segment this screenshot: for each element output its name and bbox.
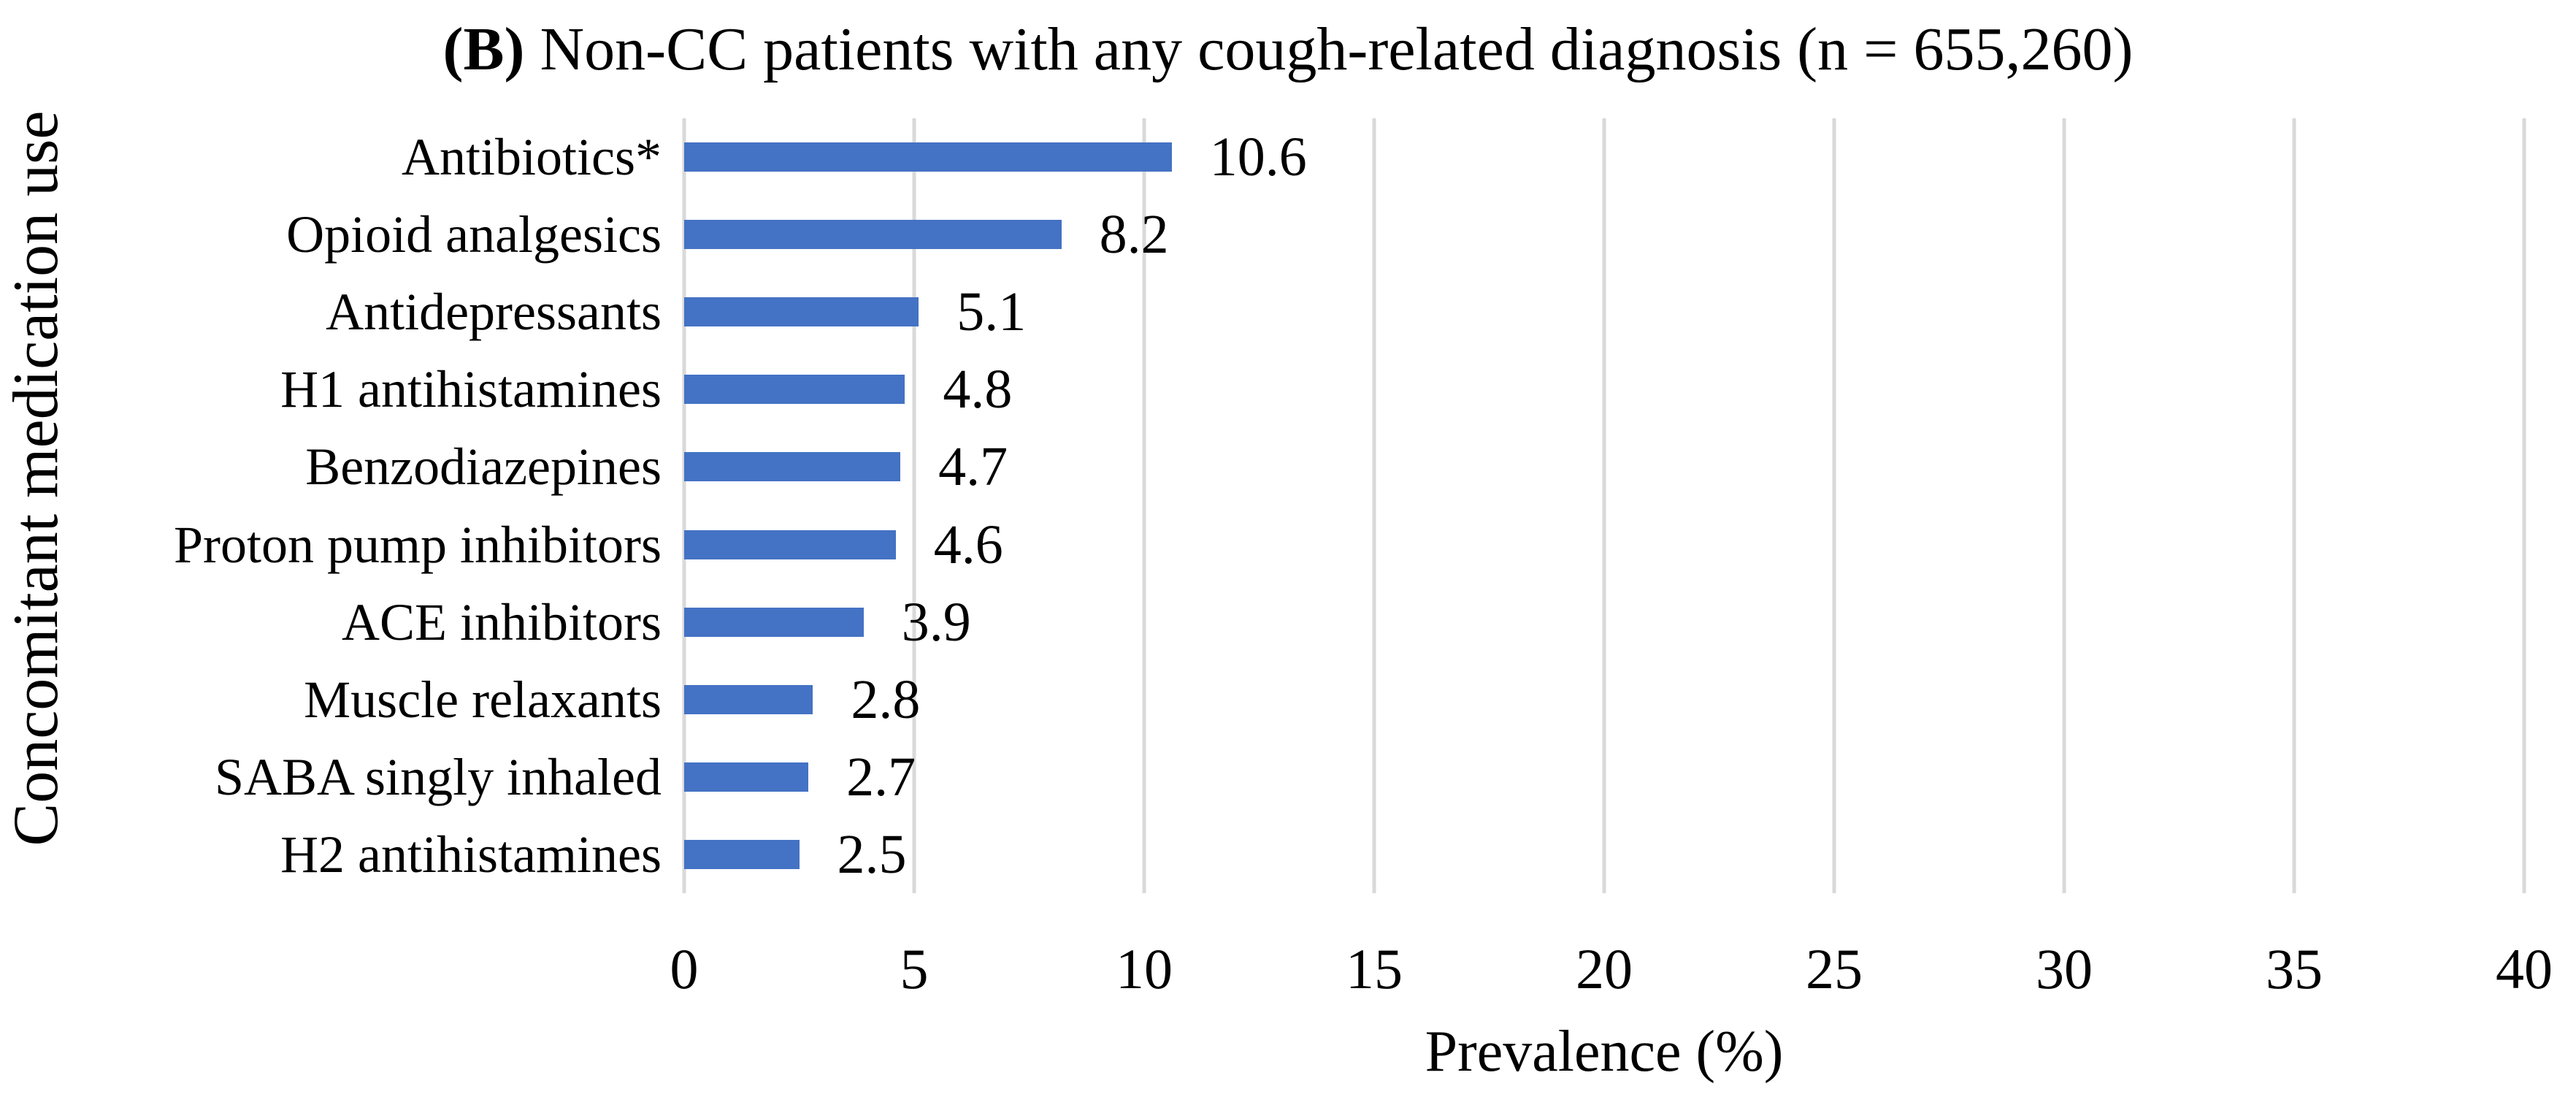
category-label: H1 antihistamines — [280, 360, 662, 419]
bar-row: 2.7 — [684, 738, 2524, 816]
x-tick-label-35: 35 — [2266, 937, 2323, 1001]
gridline-25 — [1832, 118, 1836, 893]
value-label: 3.9 — [901, 591, 971, 653]
bar — [684, 684, 813, 714]
x-tick-label-15: 15 — [1346, 937, 1403, 1001]
bar-row: 2.8 — [684, 661, 2524, 738]
x-tick-label-25: 25 — [1806, 937, 1863, 1001]
bar-series: 10.6 8.2 5.1 4.8 4.7 4.6 3.9 2.8 2.7 2.5 — [684, 118, 2524, 893]
gridline-10 — [1142, 118, 1146, 893]
bar-row: 5.1 — [684, 273, 2524, 351]
gridline-30 — [2062, 118, 2066, 893]
value-label: 2.7 — [846, 746, 916, 808]
bar — [684, 607, 864, 637]
bar — [684, 220, 1062, 250]
x-tick-label-40: 40 — [2496, 937, 2553, 1001]
bar — [684, 452, 901, 482]
category-label: Opioid analgesics — [286, 205, 662, 264]
bar-row: 4.7 — [684, 428, 2524, 505]
bar — [684, 762, 809, 792]
x-axis-tick-labels: 0 5 10 15 20 25 30 35 40 — [670, 937, 2553, 1003]
gridline-0 — [682, 118, 686, 893]
gridlines — [682, 118, 2526, 893]
category-label: Benzodiazepines — [305, 437, 662, 497]
gridline-5 — [912, 118, 916, 893]
bar — [684, 375, 905, 405]
plot-area: 10.6 8.2 5.1 4.8 4.7 4.6 3.9 2.8 2.7 2.5 — [682, 118, 2526, 893]
value-label: 4.6 — [933, 513, 1003, 576]
bar — [684, 142, 1172, 172]
bar-row: 4.6 — [684, 505, 2524, 583]
x-tick-label-30: 30 — [2036, 937, 2093, 1001]
bar — [684, 839, 800, 869]
category-label: Proton pump inhibitors — [173, 515, 662, 574]
value-label: 2.8 — [851, 668, 921, 730]
value-label: 2.5 — [837, 823, 907, 885]
x-tick-label-20: 20 — [1576, 937, 1633, 1001]
value-label: 10.6 — [1209, 126, 1307, 188]
bar-row: 2.5 — [684, 816, 2524, 893]
bar-row: 8.2 — [684, 196, 2524, 273]
x-tick-label-0: 0 — [670, 937, 699, 1001]
bar-row: 4.8 — [684, 351, 2524, 428]
bar — [684, 529, 896, 559]
value-label: 4.7 — [938, 436, 1008, 498]
value-label: 4.8 — [943, 359, 1013, 421]
category-label: Muscle relaxants — [304, 670, 662, 729]
bar-row: 10.6 — [684, 118, 2524, 196]
gridline-20 — [1602, 118, 1606, 893]
bar — [684, 297, 919, 327]
chart-title: (B) Non-CC patients with any cough-relat… — [0, 19, 2576, 80]
category-label: Antibiotics* — [402, 128, 662, 187]
x-axis-title: Prevalence (%) — [1425, 1020, 1784, 1084]
value-label: 8.2 — [1099, 204, 1169, 266]
category-label: Antidepressants — [326, 283, 662, 342]
x-tick-label-10: 10 — [1116, 937, 1173, 1001]
gridline-35 — [2292, 118, 2296, 893]
category-label: SABA singly inhaled — [214, 747, 662, 806]
bar-row: 3.9 — [684, 584, 2524, 661]
category-label: ACE inhibitors — [341, 592, 662, 651]
chart-title-text: Non-CC patients with any cough-related d… — [524, 15, 2134, 83]
gridline-15 — [1372, 118, 1376, 893]
category-label: H2 antihistamines — [280, 825, 662, 884]
x-tick-label-5: 5 — [900, 937, 929, 1001]
chart-title-panel-letter: (B) — [442, 15, 525, 83]
gridline-40 — [2522, 118, 2526, 893]
category-axis-labels: Antibiotics* Opioid analgesics Antidepress… — [0, 118, 662, 893]
value-label: 5.1 — [957, 281, 1027, 343]
